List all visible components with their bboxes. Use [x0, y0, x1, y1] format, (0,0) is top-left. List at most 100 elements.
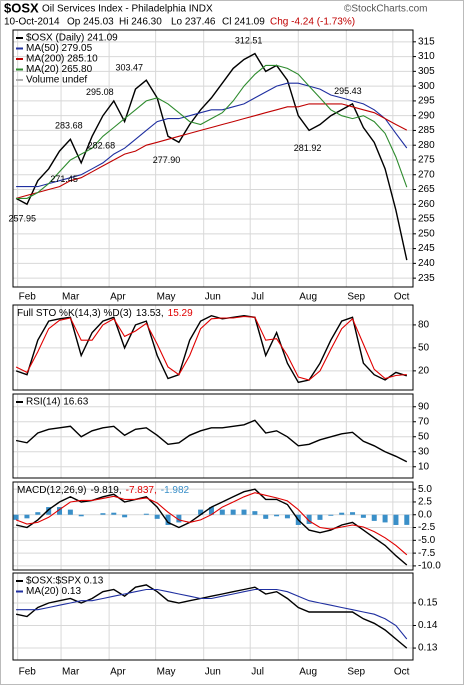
- y-tick-label: 50: [418, 343, 430, 354]
- quote-date: 10-Oct-2014: [4, 17, 60, 28]
- pane-frame: [12, 29, 414, 288]
- price-annotation: 295.43: [334, 86, 362, 96]
- y-tick-label: 290: [418, 110, 435, 121]
- histogram-bar: [154, 514, 160, 519]
- histogram-bar: [219, 509, 225, 515]
- legend-entry: MA(20) 265.80: [26, 64, 93, 75]
- legend-entry: $OSX:$SPX 0.13: [26, 576, 104, 587]
- x-tick-label: Oct: [394, 292, 410, 303]
- histogram-bar: [339, 512, 345, 515]
- y-tick-label: 70: [418, 416, 430, 427]
- y-tick-label: 0.0: [418, 509, 432, 520]
- histogram-bar: [100, 513, 106, 515]
- series-line: [15, 584, 408, 649]
- legend-entry: RSI(14) 16.63: [26, 397, 89, 408]
- histogram-bar: [306, 514, 312, 524]
- legend-entry: $OSX (Daily) 241.09: [26, 33, 118, 44]
- histogram-bar: [263, 514, 269, 519]
- series-line: [15, 419, 408, 463]
- x-tick-label: May: [157, 292, 176, 303]
- y-tick-label: -2.5: [418, 522, 436, 533]
- quote-close: Cl 241.09: [222, 17, 265, 28]
- histogram-bar: [57, 507, 63, 515]
- legend-entry: -7.837,: [126, 485, 157, 496]
- pane-legend: MACD(12,26,9) -9.819, -7.837, -1.982: [17, 485, 190, 496]
- series-line: [15, 103, 408, 199]
- histogram-bar: [198, 509, 204, 515]
- pane-frame: [12, 481, 414, 571]
- legend-entry: -1.982: [161, 485, 190, 496]
- histogram-bar: [274, 514, 280, 517]
- price-annotation: 312.51: [235, 36, 263, 46]
- histogram-bar: [78, 514, 84, 517]
- x-tick-label: Apr: [110, 292, 126, 303]
- series-line: [16, 64, 408, 199]
- x-tick-label: Mar: [62, 292, 80, 303]
- pane-frame: [12, 304, 414, 391]
- x-tick-label: Aug: [299, 667, 317, 678]
- series-line: [15, 492, 408, 556]
- price-annotation: 277.90: [153, 155, 181, 165]
- histogram-bar: [46, 507, 52, 515]
- y-tick-label: 295: [418, 96, 435, 107]
- x-tick-label: Aug: [299, 292, 317, 303]
- histogram-bar: [67, 509, 73, 515]
- y-tick-label: 315: [418, 36, 435, 47]
- histogram-bar: [24, 514, 30, 519]
- y-tick-label: 235: [418, 273, 435, 284]
- index-name: Oil Services Index - Philadelphia INDX: [42, 4, 213, 15]
- histogram-bar: [122, 514, 128, 518]
- series-line: [15, 52, 408, 261]
- y-tick-label: 255: [418, 214, 435, 225]
- pane-legend: Full STO %K(14,3) %D(3) 13.53, 15.29: [17, 308, 193, 319]
- price-annotation: 271.45: [50, 174, 78, 184]
- histogram-bar: [360, 514, 366, 518]
- y-tick-label: 2.5: [418, 497, 432, 508]
- histogram-bar: [317, 514, 323, 520]
- legend-entry: MA(200) 285.10: [26, 54, 98, 65]
- x-tick-label: Jul: [251, 292, 264, 303]
- series-line: [16, 588, 408, 640]
- y-tick-label: 300: [418, 81, 435, 92]
- y-tick-label: 50: [418, 431, 430, 442]
- y-tick-label: 30: [418, 446, 430, 457]
- y-tick-label: 305: [418, 66, 435, 77]
- y-tick-label: 310: [418, 51, 435, 62]
- y-tick-label: 80: [418, 320, 430, 331]
- y-tick-label: -7.5: [418, 548, 436, 559]
- y-tick-label: 280: [418, 140, 435, 151]
- price-annotation: 257.95: [9, 214, 37, 224]
- quote-open: Op 245.03: [67, 17, 114, 28]
- y-tick-label: -5.0: [418, 535, 436, 546]
- x-tick-label: Feb: [19, 667, 37, 678]
- y-tick-label: 245: [418, 243, 435, 254]
- series-line: [16, 82, 408, 188]
- y-tick-label: 90: [418, 401, 430, 412]
- legend-entry: 15.29: [168, 308, 193, 319]
- y-tick-label: 5.0: [418, 484, 432, 495]
- histogram-bar: [143, 513, 149, 515]
- price-annotation: 282.68: [88, 141, 116, 151]
- y-tick-label: 0.13: [418, 643, 438, 654]
- x-tick-label: Jul: [251, 667, 264, 678]
- y-tick-label: 240: [418, 258, 435, 269]
- legend-entry: Volume undef: [26, 75, 87, 86]
- histogram-bar: [208, 507, 214, 515]
- pane-frame: [12, 572, 414, 661]
- y-tick-label: 0.14: [418, 620, 438, 631]
- y-tick-label: 265: [418, 184, 435, 195]
- x-tick-label: Sep: [347, 667, 365, 678]
- legend-entry: 13.53,: [136, 308, 164, 319]
- histogram-bar: [382, 514, 388, 523]
- price-annotation: 295.08: [86, 87, 114, 97]
- legend-entry: MA(50) 279.05: [26, 43, 93, 54]
- histogram-bar: [241, 509, 247, 515]
- y-tick-label: 250: [418, 228, 435, 239]
- histogram-bar: [284, 514, 290, 519]
- legend-entry: -9.819,: [90, 485, 121, 496]
- symbol: $OSX: [4, 0, 39, 15]
- y-tick-label: 285: [418, 125, 435, 136]
- y-tick-label: 0.15: [418, 598, 438, 609]
- histogram-bar: [350, 512, 356, 515]
